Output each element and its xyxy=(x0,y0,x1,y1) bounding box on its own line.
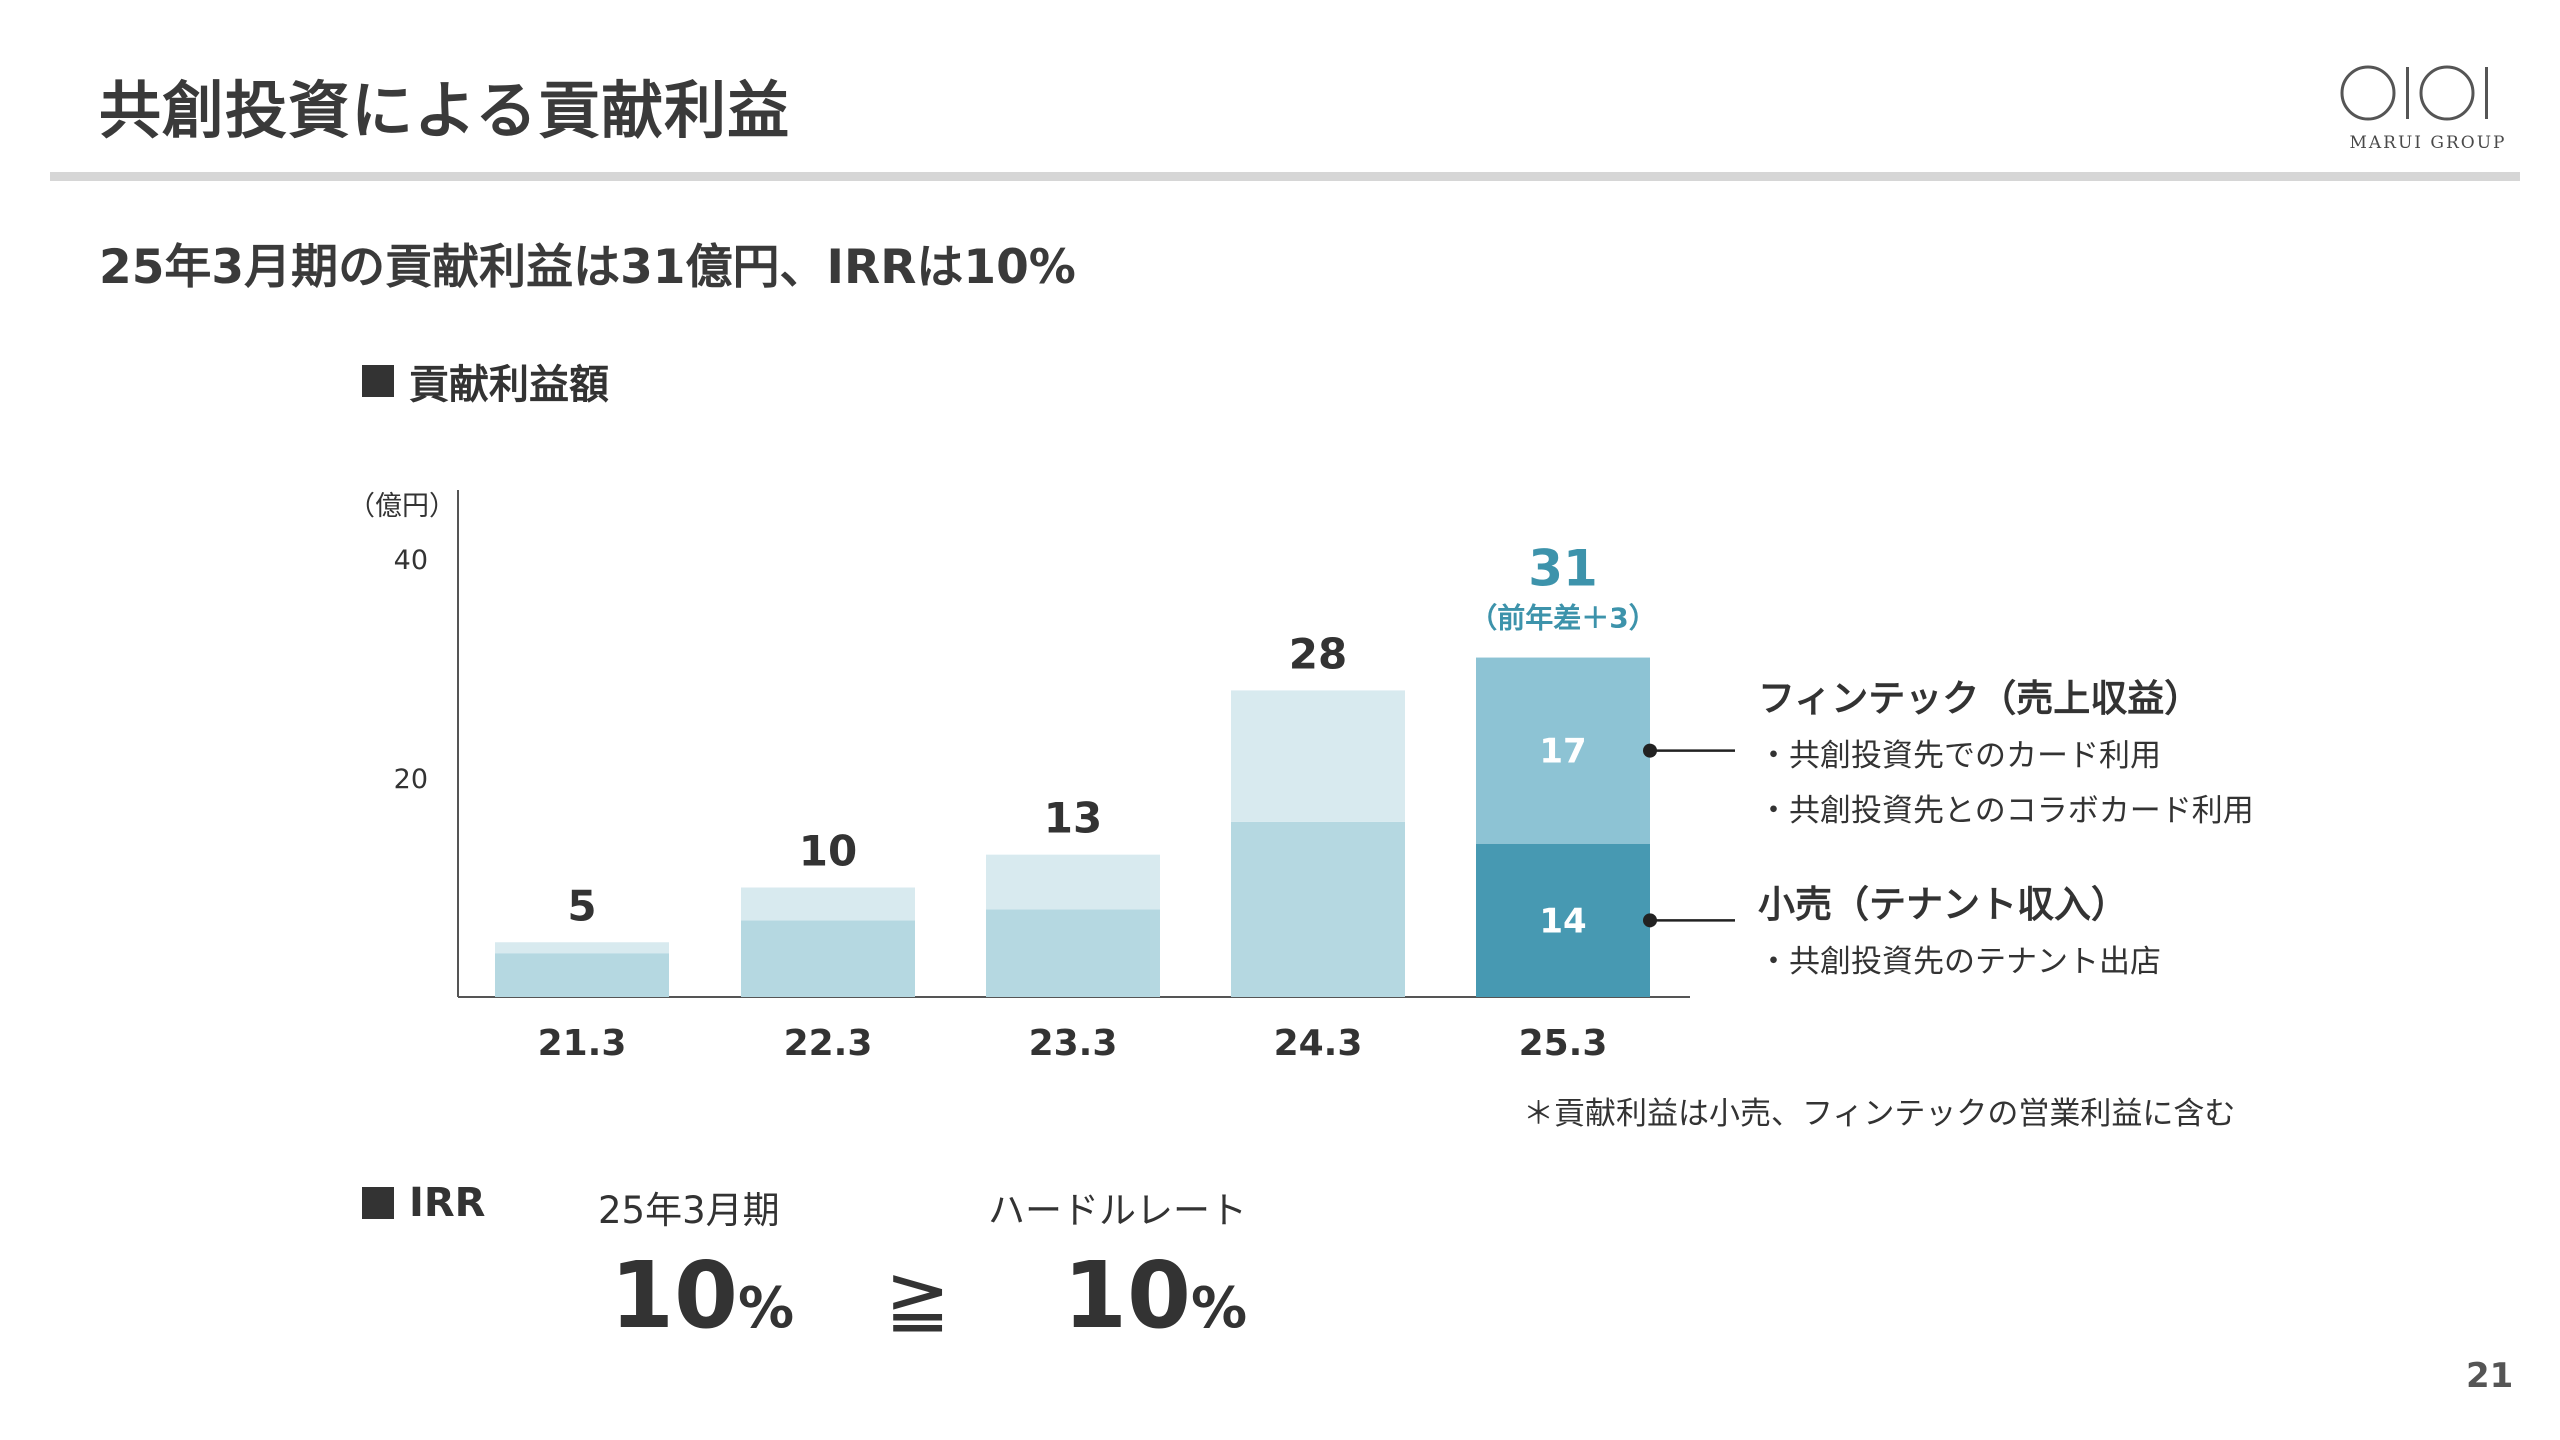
chart-labels: 5 21.3 10 22.3 13 23.3 28 24.3 14 17 31 （前年差＋3） 25.3 xyxy=(538,540,1657,1064)
bar-segment xyxy=(1476,657,1650,844)
x-tick-label: 24.3 xyxy=(1274,1023,1363,1064)
percent-sign: % xyxy=(1191,1276,1248,1341)
irr-section-heading: IRR xyxy=(362,1180,485,1226)
percent-sign: % xyxy=(738,1276,795,1341)
x-tick-label: 25.3 xyxy=(1519,1023,1608,1064)
bar-total-label: 28 xyxy=(1289,629,1347,678)
chart-section-heading: 貢献利益額 xyxy=(362,352,609,410)
bar-segment xyxy=(741,920,915,997)
x-tick-label: 22.3 xyxy=(784,1023,873,1064)
bar-segment xyxy=(495,953,669,997)
bar-total-label: 13 xyxy=(1044,794,1102,843)
hurdle-rate-number: 10 xyxy=(1063,1242,1192,1349)
subtitle: 25年3月期の貢献利益は31億円、IRRは10% xyxy=(99,240,1076,295)
y-tick-label: 40 xyxy=(394,545,428,576)
bar-segment xyxy=(1476,843,1650,997)
highlight-total-label: 31 xyxy=(1528,540,1598,598)
fintech-callout-title: フィンテック（売上収益） xyxy=(1758,677,2202,720)
bar-segment xyxy=(986,854,1160,910)
bar-total-label: 10 xyxy=(799,827,857,876)
hurdle-rate-label: ハードルレート xyxy=(988,1189,1247,1232)
x-tick-label: 23.3 xyxy=(1029,1023,1118,1064)
irr-current-number: 10 xyxy=(610,1242,739,1349)
bar-segment xyxy=(1231,690,1405,822)
retail-callout-title: 小売（テナント収入） xyxy=(1758,883,2128,926)
retail-callout: 小売（テナント収入） ・共創投資先のテナント出店 xyxy=(1758,874,2161,981)
chart-section-label: 貢献利益額 xyxy=(409,362,609,408)
chart-bars xyxy=(495,657,1650,997)
logo-brand-text: MARUI GROUP xyxy=(2349,133,2507,153)
title-divider xyxy=(50,172,2520,181)
highlight-yoy-note: （前年差＋3） xyxy=(1469,602,1656,635)
retail-bullet: ・共創投資先のテナント出店 xyxy=(1758,944,2161,980)
section-square-icon xyxy=(362,1187,394,1219)
page-number: 21 xyxy=(2466,1356,2514,1396)
irr-comparator: ≧ xyxy=(885,1254,951,1344)
irr-label: IRR xyxy=(409,1180,486,1226)
irr-current-value: 10% xyxy=(610,1250,794,1342)
bar-segment xyxy=(1231,821,1405,997)
y-tick-label: 20 xyxy=(394,764,428,795)
segment-value-label: 17 xyxy=(1539,732,1586,772)
bar-segment xyxy=(495,942,669,954)
bar-segment xyxy=(986,909,1160,997)
y-unit-label: （億円） xyxy=(348,491,456,522)
section-square-icon xyxy=(362,365,394,397)
bar-segment xyxy=(741,887,915,921)
page-title: 共創投資による貢献利益 xyxy=(99,74,791,147)
bar-total-label: 5 xyxy=(567,881,596,930)
x-tick-label: 21.3 xyxy=(538,1023,627,1064)
segment-value-label: 14 xyxy=(1539,901,1586,941)
fintech-bullet: ・共創投資先とのコラボカード利用 xyxy=(1758,793,2254,829)
marui-logo-mark-icon xyxy=(2340,65,2488,121)
footnote: ＊貢献利益は小売、フィンテックの営業利益に含む xyxy=(1523,1096,2236,1132)
fintech-callout: フィンテック（売上収益） ・共創投資先でのカード利用 ・共創投資先とのコラボカー… xyxy=(1758,668,2254,830)
marui-logo: MARUI GROUP xyxy=(2338,55,2518,165)
hurdle-rate-value: 10% xyxy=(1063,1250,1247,1342)
irr-current-label: 25年3月期 xyxy=(598,1189,780,1232)
callout-leaders xyxy=(1643,743,1735,928)
fintech-bullet: ・共創投資先でのカード利用 xyxy=(1758,738,2161,774)
